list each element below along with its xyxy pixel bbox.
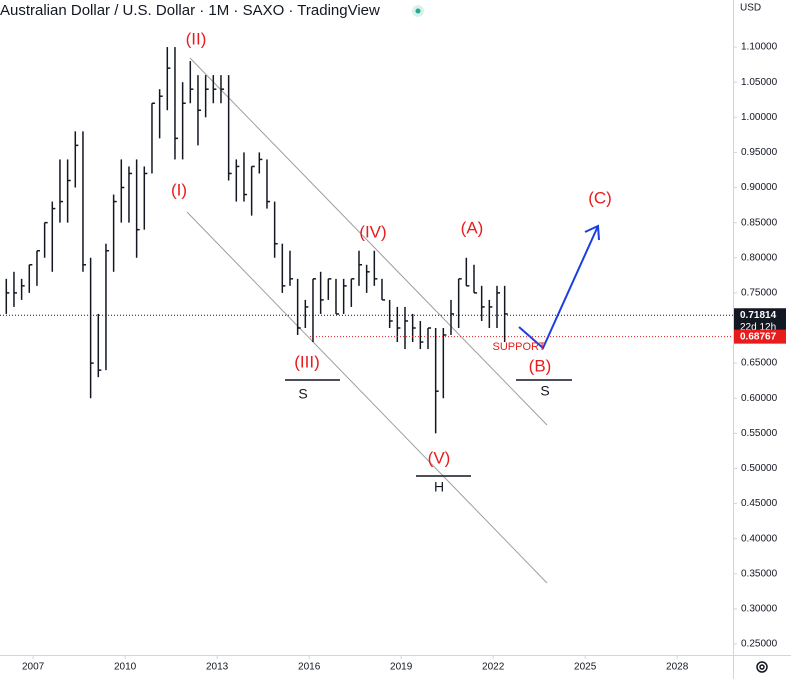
support-letter: H — [434, 479, 444, 495]
y-tick-label: 0.45000 — [741, 498, 778, 509]
wave-label: (IV) — [359, 222, 386, 241]
support-letter: S — [540, 383, 549, 399]
support-price-label: 0.68767 — [740, 331, 777, 342]
y-tick-label: 0.50000 — [741, 463, 778, 474]
wave-label: (I) — [171, 180, 187, 199]
support-letter: S — [298, 386, 307, 402]
y-tick-label: 1.10000 — [741, 42, 778, 53]
bars — [5, 47, 508, 434]
y-tick-label: 0.65000 — [741, 358, 778, 369]
wave-label: (A) — [461, 218, 484, 237]
channel — [186, 57, 548, 584]
channel-upper — [189, 57, 548, 426]
chart-title: Australian Dollar / U.S. Dollar · 1M · S… — [0, 2, 380, 19]
y-tick-label: 0.75000 — [741, 288, 778, 299]
support-label: SUPPORT — [493, 341, 546, 353]
countdown-label: 22d 12h — [740, 322, 776, 333]
y-tick-label: 0.40000 — [741, 533, 778, 544]
y-tick-label: 0.60000 — [741, 393, 778, 404]
y-tick-label: 0.90000 — [741, 182, 778, 193]
x-tick-label: 2019 — [390, 662, 413, 673]
support-price-box — [734, 329, 786, 344]
y-tick-label: 0.95000 — [741, 147, 778, 158]
wave-label: (II) — [186, 29, 207, 48]
y-tick-label: 0.25000 — [741, 639, 778, 650]
settings-icon[interactable] — [756, 661, 768, 673]
y-tick-label: 0.35000 — [741, 568, 778, 579]
currency-label: USD — [740, 3, 761, 14]
y-tick-label: 0.30000 — [741, 604, 778, 615]
x-tick-label: 2010 — [114, 662, 137, 673]
x-tick-label: 2025 — [574, 662, 597, 673]
y-tick-label: 1.00000 — [741, 112, 778, 123]
wave-label: (C) — [588, 188, 612, 207]
x-tick-label: 2007 — [22, 662, 45, 673]
arrow-path — [518, 225, 599, 350]
status-dot-core — [415, 8, 421, 14]
channel-lower — [186, 211, 548, 584]
wave-label: (V) — [428, 448, 451, 467]
support-underlines — [285, 379, 572, 477]
last-price-label: 0.71814 — [740, 310, 777, 321]
y-tick-label: 0.80000 — [741, 252, 778, 263]
y-tick-label: 0.55000 — [741, 428, 778, 439]
wave-label: (III) — [294, 352, 320, 371]
x-tick-label: 2016 — [298, 662, 321, 673]
projection-arrow — [518, 224, 600, 350]
arrow-head — [584, 224, 600, 241]
wave-label: (B) — [529, 356, 552, 375]
x-tick-label: 2022 — [482, 662, 505, 673]
y-tick-label: 0.85000 — [741, 217, 778, 228]
y-tick-label: 1.05000 — [741, 77, 778, 88]
x-tick-label: 2013 — [206, 662, 229, 673]
x-tick-label: 2028 — [666, 662, 689, 673]
